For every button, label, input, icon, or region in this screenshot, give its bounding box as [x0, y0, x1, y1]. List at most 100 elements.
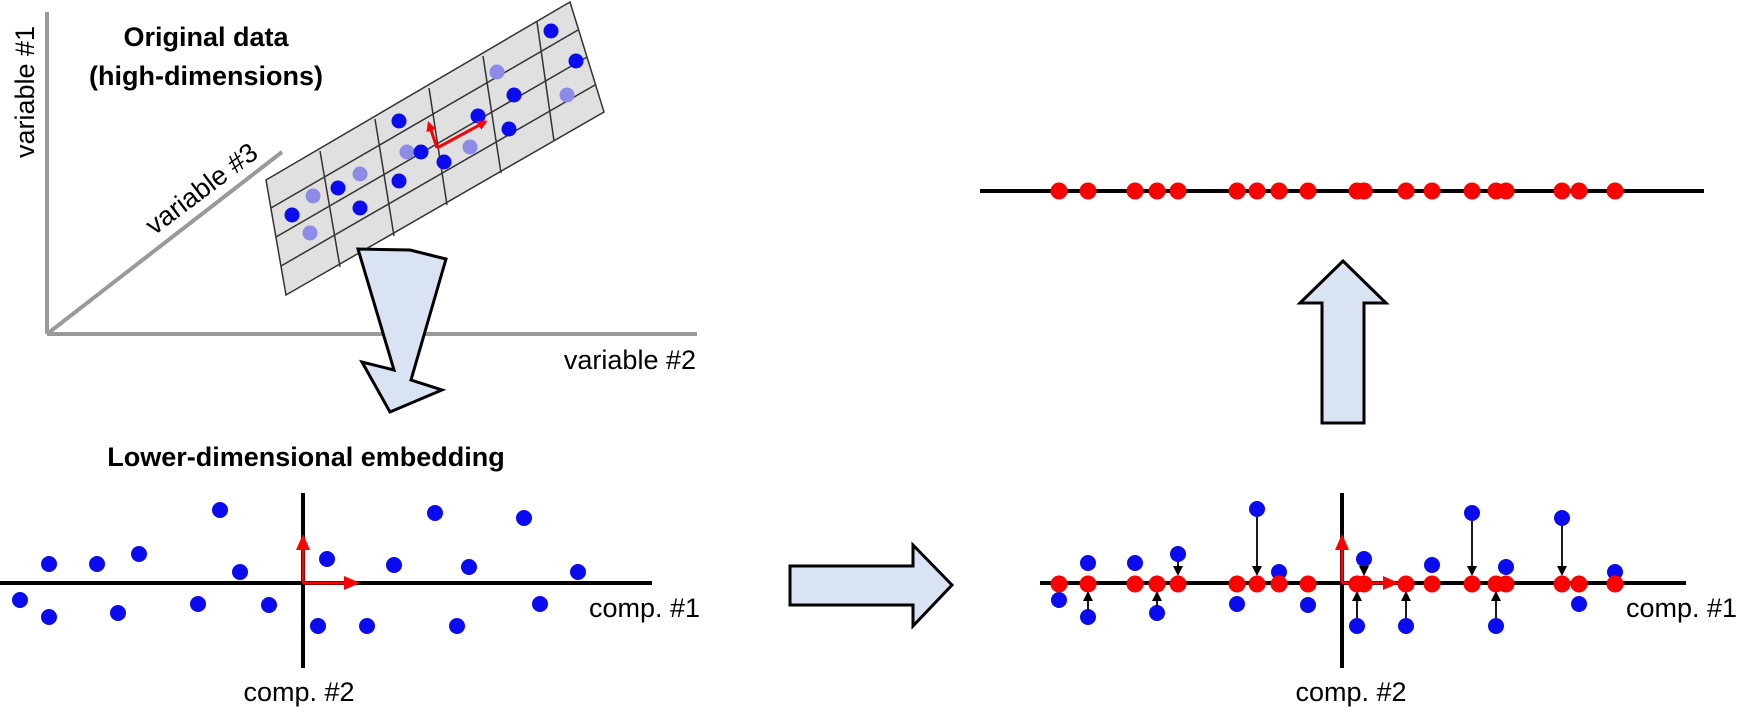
projected-point [1248, 575, 1266, 593]
projected-point [1248, 182, 1266, 200]
data-point [41, 556, 57, 572]
projected-point [1270, 575, 1288, 593]
data-point [568, 53, 584, 69]
data-point [1607, 564, 1623, 580]
projected-point [1050, 182, 1068, 200]
projected-point [1228, 182, 1246, 200]
embedding-title: Lower-dimensional embedding [107, 442, 505, 472]
projected-point [1270, 182, 1288, 200]
data-point [1571, 596, 1587, 612]
data-point [1498, 559, 1514, 575]
projected-points [1050, 575, 1624, 593]
faded-point [462, 139, 478, 155]
embedding-panel: Lower-dimensional embedding comp. #1 com… [0, 442, 700, 707]
projected-point [1570, 575, 1588, 593]
data-point [543, 23, 559, 39]
projected-point [1079, 182, 1097, 200]
data-point [570, 564, 586, 580]
projected-point [1148, 182, 1166, 200]
projected-point [1553, 182, 1571, 200]
data-point [1080, 609, 1096, 625]
data-point [501, 121, 517, 137]
blue-data-points [284, 23, 584, 223]
projected-point [1497, 182, 1515, 200]
original-data-title-line2: (high-dimensions) [89, 61, 323, 91]
original-data-title-line1: Original data [123, 22, 289, 52]
projected-point [1299, 575, 1317, 593]
projected-point [1169, 182, 1187, 200]
data-point [12, 592, 28, 608]
big-arrow-right-icon [788, 541, 955, 630]
variable2-label: variable #2 [564, 345, 696, 375]
data-point [284, 207, 300, 223]
projection-comp1-label: comp. #1 [1626, 593, 1737, 623]
data-point [1349, 618, 1365, 634]
projected-point [1553, 575, 1571, 593]
variable3-label: variable #3 [140, 137, 264, 240]
projected-point [1355, 182, 1373, 200]
projection-lines [1083, 517, 1567, 618]
data-point [1300, 597, 1316, 613]
projected-point [1463, 575, 1481, 593]
data-point [41, 609, 57, 625]
data-point [449, 618, 465, 634]
data-point [1229, 596, 1245, 612]
data-point [1127, 555, 1143, 571]
faded-point [399, 144, 415, 160]
big-arrow-up-icon [1296, 258, 1390, 425]
projected-point [1497, 575, 1515, 593]
data-point [1051, 592, 1067, 608]
faded-point [352, 166, 368, 182]
data-point [461, 559, 477, 575]
projected-point [1299, 182, 1317, 200]
variable1-label: variable #1 [10, 26, 40, 158]
projected-point [1606, 182, 1624, 200]
data-point [232, 564, 248, 580]
projected-point [1050, 575, 1068, 593]
data-point [89, 556, 105, 572]
data-point [391, 173, 407, 189]
projected-point [1463, 182, 1481, 200]
original-data-panel: variable #1 variable #2 variable #3 Orig… [10, 0, 697, 375]
projected-point [1397, 575, 1415, 593]
principal-direction-arrows [426, 120, 488, 150]
projection-comp2-label: comp. #2 [1295, 677, 1406, 707]
big-arrow-down-icon [355, 247, 448, 414]
data-point [330, 180, 346, 196]
data-point [1170, 546, 1186, 562]
faded-point [559, 87, 575, 103]
data-point [310, 618, 326, 634]
data-point [1356, 551, 1372, 567]
data-point [319, 551, 335, 567]
projected-point [1423, 575, 1441, 593]
data-point [359, 618, 375, 634]
projected-point [1148, 575, 1166, 593]
projected-point [1126, 182, 1144, 200]
projected-point [1423, 182, 1441, 200]
projection-panel: comp. #1 comp. #2 [1040, 493, 1737, 707]
projected-point [1126, 575, 1144, 593]
data-point [1398, 618, 1414, 634]
data-point [1488, 618, 1504, 634]
data-point [506, 87, 522, 103]
faded-point [489, 64, 505, 80]
data-point [470, 108, 486, 124]
projection-original-points [1051, 501, 1623, 634]
data-point [1554, 510, 1570, 526]
projected-point [1228, 575, 1246, 593]
data-point [532, 596, 548, 612]
data-point [516, 510, 532, 526]
data-point [391, 113, 407, 129]
projected-point [1606, 575, 1624, 593]
data-point [190, 596, 206, 612]
data-point [436, 154, 452, 170]
faded-point [302, 225, 318, 241]
faded-data-points [302, 64, 575, 241]
projected-point [1570, 182, 1588, 200]
data-point [1464, 505, 1480, 521]
data-point [427, 505, 443, 521]
projection-basis-arrows [1335, 534, 1399, 590]
data-point [1271, 564, 1287, 580]
